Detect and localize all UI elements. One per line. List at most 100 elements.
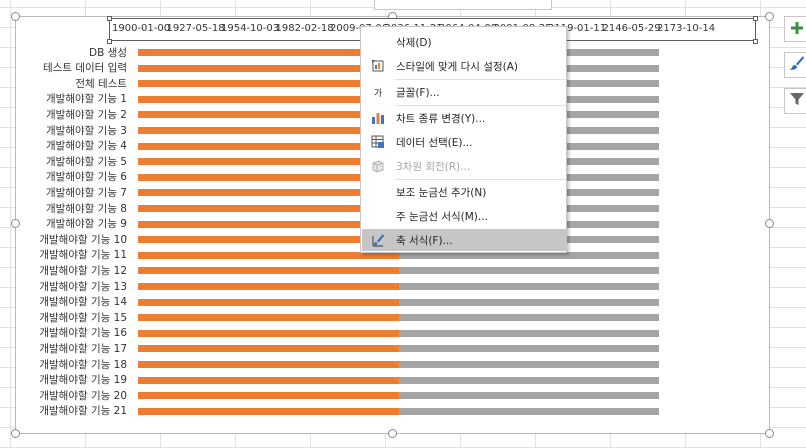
axis-handle-tr[interactable] <box>753 16 758 21</box>
filter-icon <box>789 91 805 111</box>
format-axis-icon <box>362 229 394 251</box>
menu-item-format-axis[interactable]: 축 서식(F)... <box>362 229 567 251</box>
resize-handle-bottom-right[interactable] <box>765 429 774 438</box>
menu-item-add-minor-gridlines[interactable]: 보조 눈금선 추가(N) <box>362 181 567 203</box>
bar-segment-gray[interactable] <box>398 407 659 415</box>
context-menu: 삭제(D) 스타일에 맞게 다시 설정(A) 가 글꼴(F)... 차트 종류 … <box>360 26 567 253</box>
menu-item-3d-rotation[interactable]: 3차원 회전(R)... <box>362 155 567 177</box>
category-label: 개발해야할 기능 4 <box>46 140 127 153</box>
bar-segment-orange[interactable] <box>138 64 399 72</box>
menu-item-reset-style[interactable]: 스타일에 맞게 다시 설정(A) <box>362 55 567 77</box>
menu-label: 3차원 회전(R)... <box>396 160 471 173</box>
category-label: 개발해야할 기능 15 <box>39 311 127 324</box>
chart-filters-button[interactable] <box>784 88 806 114</box>
menu-item-font[interactable]: 가 글꼴(F)... <box>362 81 567 103</box>
menu-label: 보조 눈금선 추가(N) <box>396 186 487 199</box>
bar-segment-orange[interactable] <box>138 49 399 56</box>
bar-segment-orange[interactable] <box>138 173 399 181</box>
resize-handle-top-left[interactable] <box>11 12 20 21</box>
category-label: 개발해야할 기능 2 <box>46 108 127 121</box>
category-label: 개발해야할 기능 20 <box>39 389 127 402</box>
category-label: 전체 테스트 <box>75 77 127 90</box>
bar-segment-orange[interactable] <box>138 251 399 259</box>
chart-styles-button[interactable] <box>784 52 806 78</box>
category-label: 개발해야할 기능 3 <box>46 124 127 137</box>
category-label: 개발해야할 기능 12 <box>39 264 127 277</box>
resize-handle-bottom-left[interactable] <box>11 429 20 438</box>
category-label: 개발해야할 기능 1 <box>46 93 127 106</box>
bar-segment-orange[interactable] <box>138 407 399 415</box>
bar-segment-orange[interactable] <box>138 236 399 244</box>
bar-segment-orange[interactable] <box>138 127 399 134</box>
bar-segment-orange[interactable] <box>138 95 399 103</box>
bar-segment-gray[interactable] <box>398 361 659 368</box>
bar-segment-gray[interactable] <box>398 376 659 384</box>
bar-segment-orange[interactable] <box>138 189 399 197</box>
menu-label: 글꼴(F)... <box>396 86 440 99</box>
x-tick-label: 2009-07-06 <box>330 23 388 35</box>
menu-label: 주 눈금선 서식(M)... <box>396 210 488 223</box>
x-tick-label: 1927-05-18 <box>166 23 225 34</box>
bar-segment-orange[interactable] <box>138 329 399 337</box>
menu-label: 삭제(D) <box>396 36 432 49</box>
resize-handle-top-right[interactable] <box>765 12 774 21</box>
bar-segment-orange[interactable] <box>138 392 399 400</box>
bar-segment-gray[interactable] <box>398 345 659 353</box>
resize-handle-middle-right[interactable] <box>765 219 774 228</box>
axis-handle-bl[interactable] <box>107 39 112 44</box>
bar-segment-orange[interactable] <box>138 220 399 228</box>
category-label: DB 생성 <box>89 46 127 59</box>
bar-segment-gray[interactable] <box>398 251 659 259</box>
category-label: 개발해야할 기능 21 <box>39 405 127 418</box>
menu-label: 스타일에 맞게 다시 설정(A) <box>396 60 518 73</box>
category-label: 개발해야할 기능 10 <box>39 233 127 246</box>
x-tick-label: 1954-10-03 <box>221 23 280 34</box>
bar-segment-gray[interactable] <box>398 392 659 400</box>
bar-segment-gray[interactable] <box>398 267 659 275</box>
bar-segment-orange[interactable] <box>138 314 399 322</box>
bar-segment-orange[interactable] <box>138 158 399 166</box>
bar-segment-orange[interactable] <box>138 80 399 88</box>
x-tick-label: 1900-01-00 <box>112 23 171 34</box>
category-label: 개발해야할 기능 17 <box>39 342 127 355</box>
bar-segment-orange[interactable] <box>138 376 399 384</box>
bar-segment-orange[interactable] <box>138 361 399 368</box>
x-tick-label: 2146-05-29 <box>602 23 661 34</box>
chart-elements-button[interactable] <box>784 16 806 42</box>
bar-segment-orange[interactable] <box>138 267 399 275</box>
axis-handle-br[interactable] <box>753 39 758 44</box>
menu-label: 차트 종류 변경(Y)... <box>396 112 486 125</box>
menu-item-delete[interactable]: 삭제(D) <box>362 31 567 53</box>
category-label: 개발해야할 기능 9 <box>46 218 127 231</box>
bar-segment-orange[interactable] <box>138 345 399 353</box>
bar-segment-orange[interactable] <box>138 205 399 212</box>
bar-segment-gray[interactable] <box>398 283 659 290</box>
category-label: 테스트 데이터 입력 <box>43 62 127 75</box>
menu-item-format-major-gridlines[interactable]: 주 눈금선 서식(M)... <box>362 205 567 227</box>
3d-rotation-icon <box>362 155 394 177</box>
category-label: 개발해야할 기능 6 <box>46 171 127 184</box>
bar-segment-gray[interactable] <box>398 329 659 337</box>
category-label: 개발해야할 기능 8 <box>46 202 127 215</box>
resize-handle-bottom-center[interactable] <box>388 429 397 438</box>
resize-handle-middle-left[interactable] <box>11 219 20 228</box>
category-label: 개발해야할 기능 16 <box>39 327 127 340</box>
x-tick-label: 1982-02-18 <box>275 23 334 34</box>
axis-handle-tl[interactable] <box>107 16 112 21</box>
menu-separator <box>395 105 566 106</box>
menu-separator <box>395 179 566 180</box>
menu-item-change-chart-type[interactable]: 차트 종류 변경(Y)... <box>362 107 567 129</box>
bar-segment-gray[interactable] <box>398 314 659 322</box>
bar-segment-orange[interactable] <box>138 283 399 290</box>
bar-segment-orange[interactable] <box>138 298 399 306</box>
select-data-icon <box>362 131 394 153</box>
brush-icon <box>789 55 805 75</box>
bar-segment-gray[interactable] <box>398 298 659 306</box>
font-icon: 가 <box>373 88 383 99</box>
tooltip-sliver <box>374 0 552 10</box>
bar-segment-orange[interactable] <box>138 111 399 119</box>
menu-item-select-data[interactable]: 데이터 선택(E)... <box>362 131 567 153</box>
category-label: 개발해야할 기능 11 <box>39 249 127 262</box>
bar-segment-orange[interactable] <box>138 142 399 150</box>
category-label: 개발해야할 기능 14 <box>39 296 127 309</box>
